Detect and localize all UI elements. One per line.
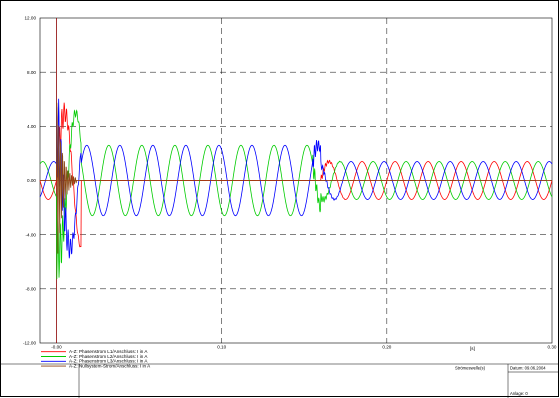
x-tick-label: 0.10 xyxy=(217,345,226,350)
y-tick-label: 8.00 xyxy=(27,70,36,75)
legend-entry: A-Z: Phasenstrom L3/Anschluss: I in A xyxy=(69,359,148,364)
footer-title-block: Strömeswelle(s) xyxy=(455,366,486,371)
y-tick-label: -12.00 xyxy=(23,341,36,346)
axis-layer: [s] 12.00 8.00 4.00 0.00 -4.00 -8.00 -12.00 -0.… xyxy=(23,16,557,351)
legend: A-Z: Phasenstrom L1/Anschluss: I in AA-Z… xyxy=(41,349,151,368)
y-tick-label: -4.00 xyxy=(26,232,37,237)
y-tick-label: -8.00 xyxy=(26,286,37,291)
x-tick-label: 0.20 xyxy=(382,345,391,350)
legend-entry: A-Z: Phasenstrom L2/Anschluss: I in A xyxy=(69,354,148,359)
series-layer xyxy=(39,98,553,279)
x-tick-label: -0.00 xyxy=(51,345,62,350)
series-line-l3 xyxy=(39,98,553,259)
x-axis-label: [s] xyxy=(470,346,475,351)
x-tick-label: 0.30 xyxy=(548,345,557,350)
y-tick-label: 4.00 xyxy=(27,124,36,129)
series-line-n xyxy=(40,102,552,254)
y-tick-label: 12.00 xyxy=(25,16,37,21)
footer-annex: Anlage: 0 xyxy=(510,391,528,396)
legend-entry: A-Z: Phasenstrom L1/Anschluss: I in A xyxy=(69,349,148,354)
y-tick-label: 0.00 xyxy=(27,178,36,183)
legend-entry: A-Z: Nullsystem-Strom/Anschluss: I in A xyxy=(69,363,151,368)
footer-date: Datum: 09.06.2004 xyxy=(510,366,546,371)
